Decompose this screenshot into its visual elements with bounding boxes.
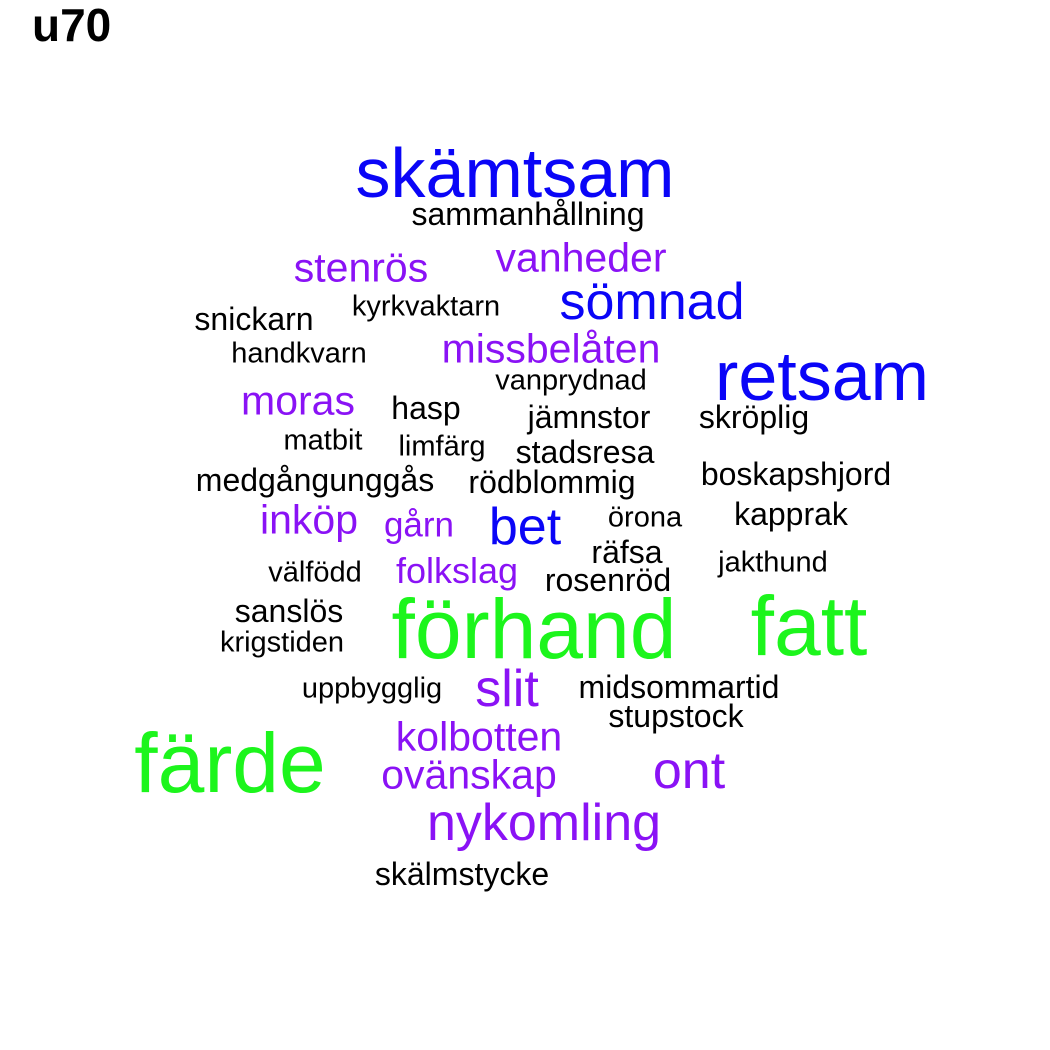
word-ovanskap: ovänskap: [381, 751, 557, 798]
word-hasp: hasp: [391, 390, 461, 426]
word-forhand: förhand: [391, 582, 677, 676]
word-folkslag: folkslag: [395, 550, 519, 591]
word-skalmstycke: skälmstycke: [374, 856, 550, 892]
word-snickarn: snickarn: [194, 301, 314, 337]
word-sammanhallning: sammanhållning: [411, 196, 645, 232]
word-slit: slit: [475, 660, 539, 718]
word-stenros: stenrös: [293, 244, 429, 291]
word-somnad: sömnad: [559, 273, 745, 331]
word-handkvarn: handkvarn: [231, 337, 367, 370]
word-garn: gårn: [383, 505, 455, 545]
word-vanheder: vanheder: [495, 234, 667, 281]
word-limfarg: limfärg: [398, 430, 486, 463]
word-farde: färde: [134, 716, 326, 810]
word-krigstiden: krigstiden: [219, 626, 345, 659]
word-missbelaten: missbelåten: [441, 325, 661, 372]
word-orona: örona: [607, 501, 683, 534]
word-moras: moras: [241, 377, 355, 424]
word-uppbygglig: uppbygglig: [301, 672, 443, 705]
word-valfodd: välfödd: [268, 556, 362, 589]
word-stadsresa: stadsresa: [515, 434, 655, 470]
word-stupstock: stupstock: [608, 698, 744, 734]
word-sanslos: sanslös: [234, 593, 344, 629]
word-skamtsam: skämtsam: [355, 134, 675, 212]
word-medgangunggas: medgångunggås: [195, 462, 435, 498]
word-rodblommig: rödblommig: [468, 464, 636, 500]
word-matbit: matbit: [283, 424, 363, 457]
word-rosenrod: rosenröd: [544, 562, 672, 598]
word-ont: ont: [652, 742, 726, 800]
word-vanprydnad: vanprydnad: [495, 364, 647, 397]
word-kapprak: kapprak: [734, 496, 848, 532]
word-midsommartid: midsommartid: [578, 669, 780, 705]
word-skroplig: skröplig: [698, 399, 810, 435]
word-jamnstor: jämnstor: [527, 399, 651, 435]
word-fatt: fatt: [750, 579, 868, 673]
word-inkop: inköp: [259, 496, 359, 543]
word-kyrkvaktarn: kyrkvaktarn: [351, 290, 501, 323]
word-bet: bet: [488, 498, 562, 556]
word-kolbotten: kolbotten: [395, 713, 563, 760]
word-boskapshjord: boskapshjord: [700, 456, 892, 492]
word-rafsa: räfsa: [591, 534, 663, 570]
word-nykomling: nykomling: [426, 794, 662, 852]
word-retsam: retsam: [715, 337, 929, 415]
plot-title: u70: [32, 0, 112, 51]
word-jakthund: jakthund: [718, 546, 828, 579]
